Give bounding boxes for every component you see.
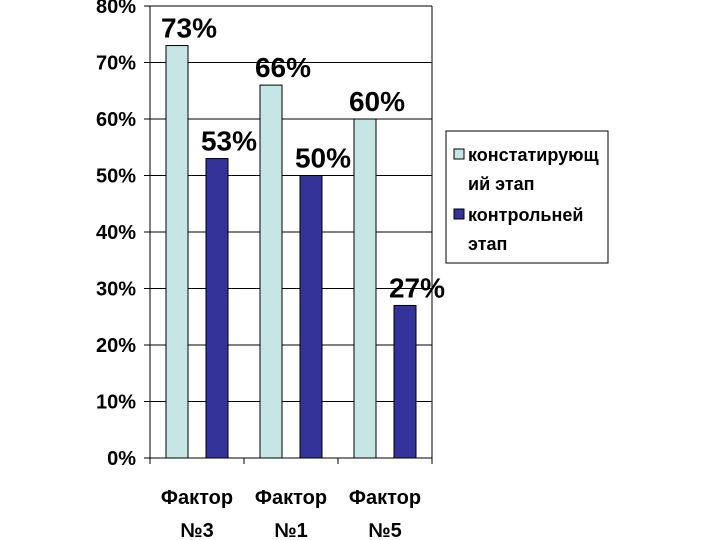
y-tick-label: 70% xyxy=(96,53,136,75)
category-label: Фактор xyxy=(161,487,233,509)
axes: 0% 10% 20% 30% 40% 50% 60% 70% 80% Фактор №3 Фактор… xyxy=(96,0,433,540)
bar-stage2 xyxy=(299,175,323,459)
bar-stage2 xyxy=(393,304,417,459)
category-label: Фактор xyxy=(255,487,327,509)
data-label: 66% xyxy=(255,52,311,83)
legend-swatch xyxy=(453,208,465,220)
data-label: 27% xyxy=(389,272,445,303)
data-label: 60% xyxy=(349,86,405,117)
data-label: 53% xyxy=(201,126,257,157)
legend-label: констатирующ xyxy=(468,145,599,165)
legend-box xyxy=(445,130,609,264)
y-tick-label: 50% xyxy=(96,166,136,188)
legend-swatch xyxy=(453,148,465,160)
y-tick-label: 20% xyxy=(96,335,136,357)
bar-stage1 xyxy=(259,84,283,459)
category-label: №3 xyxy=(180,520,213,540)
y-tick-label: 40% xyxy=(96,222,136,244)
legend-label: контрольней xyxy=(468,205,583,225)
category-label: №1 xyxy=(274,520,307,540)
y-tick-label: 0% xyxy=(107,448,136,470)
data-label: 50% xyxy=(295,143,351,174)
y-tick-label: 60% xyxy=(96,109,136,131)
y-tick-label: 80% xyxy=(96,0,136,18)
y-tick-label: 30% xyxy=(96,279,136,301)
bar-stage1 xyxy=(353,118,377,459)
bar-stage2 xyxy=(205,158,229,459)
legend-label: этап xyxy=(468,234,507,254)
legend: констатирующ ий этап контрольней этап xyxy=(445,130,609,264)
category-label: №5 xyxy=(368,520,401,540)
data-label: 73% xyxy=(161,13,217,44)
gridlines xyxy=(150,5,432,402)
bar-stage1 xyxy=(165,45,189,459)
legend-label: ий этап xyxy=(468,174,535,194)
y-tick-label: 10% xyxy=(96,392,136,414)
data-labels: 73% 53% 66% 50% 60% 27% xyxy=(161,13,445,304)
category-label: Фактор xyxy=(349,487,421,509)
